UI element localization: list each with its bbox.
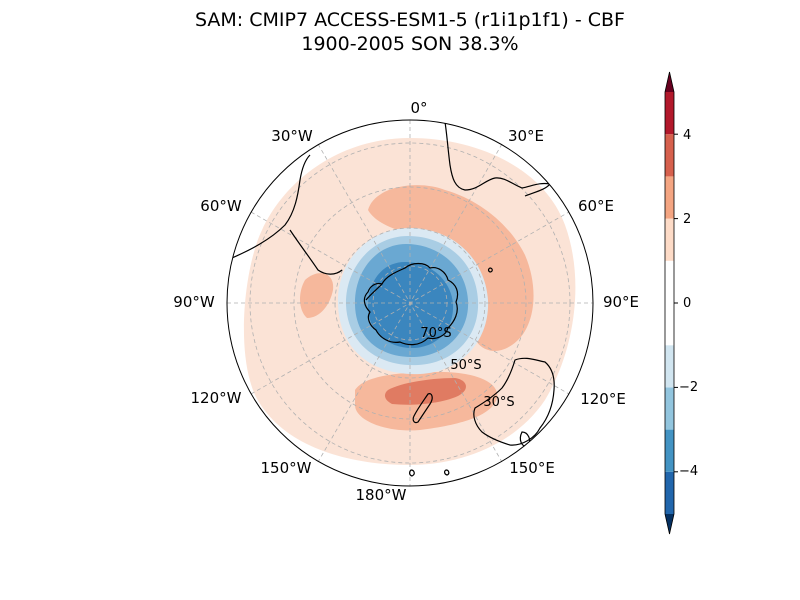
colorbar-segment <box>665 134 674 177</box>
contour-positive-strong <box>384 378 466 405</box>
lon-label-60w: 60°W <box>200 197 242 215</box>
colorbar-segment <box>665 429 674 472</box>
lon-label-150w: 150°W <box>261 459 312 477</box>
map: 0° 30°E 60°E 90°E 120°E 150°E 180°W 150°… <box>173 99 639 504</box>
gridlines <box>227 120 593 486</box>
colorbar-tick-label-2: 2 <box>683 212 691 227</box>
lon-label-150e: 150°E <box>509 459 555 477</box>
lon-label-30e: 30°E <box>508 127 544 145</box>
map-title: SAM: CMIP7 ACCESS-ESM1-5 (r1i1p1f1) - CB… <box>195 9 625 31</box>
coastline-islands <box>409 267 493 477</box>
colorbar-tick-label-0: 0 <box>683 296 691 311</box>
lon-label-90w: 90°W <box>173 293 215 311</box>
colorbar-outline <box>664 71 675 535</box>
lon-label-120e: 120°E <box>580 390 626 408</box>
colorbar: 4 2 0 −2 −4 <box>664 71 698 535</box>
coastline-australia <box>473 357 555 446</box>
colorbar-extend-min <box>665 514 674 534</box>
colorbar-extend-max <box>665 72 674 92</box>
colorbar-segment <box>665 218 674 261</box>
colorbar-segment <box>665 471 674 514</box>
contour-positive-moderate-east <box>368 185 534 351</box>
colorbar-segments <box>664 71 675 535</box>
lat-label-70s: 70°S <box>420 326 451 341</box>
colorbar-segment <box>665 387 674 430</box>
map-subtitle: 1900-2005 SON 38.3% <box>301 33 519 55</box>
contour-negative-strong <box>368 262 454 348</box>
coastline-antarctica <box>363 262 459 346</box>
colorbar-tick-label-4: 4 <box>683 128 691 143</box>
lon-label-0: 0° <box>410 99 427 117</box>
lon-label-30w: 30°W <box>271 127 313 145</box>
colorbar-ticks <box>674 133 678 473</box>
colorbar-segment <box>665 92 674 135</box>
lat-label-30s: 30°S <box>483 395 514 410</box>
colorbar-tick-label-neg4: −4 <box>679 464 698 479</box>
lon-label-180w: 180°W <box>356 486 407 504</box>
lon-label-120w: 120°W <box>191 389 242 407</box>
colorbar-segment <box>665 345 674 388</box>
colorbar-tick-label-neg2: −2 <box>679 380 698 395</box>
coastline-south-america <box>231 154 343 275</box>
lon-label-90e: 90°E <box>603 293 639 311</box>
coastline-new-zealand <box>412 393 433 424</box>
contour-positive-moderate-west <box>299 273 334 318</box>
lon-label-60e: 60°E <box>578 197 614 215</box>
lat-label-50s: 50°S <box>450 358 481 373</box>
colorbar-segment <box>665 176 674 219</box>
colorbar-segment <box>665 260 674 346</box>
map-boundary <box>226 119 594 487</box>
